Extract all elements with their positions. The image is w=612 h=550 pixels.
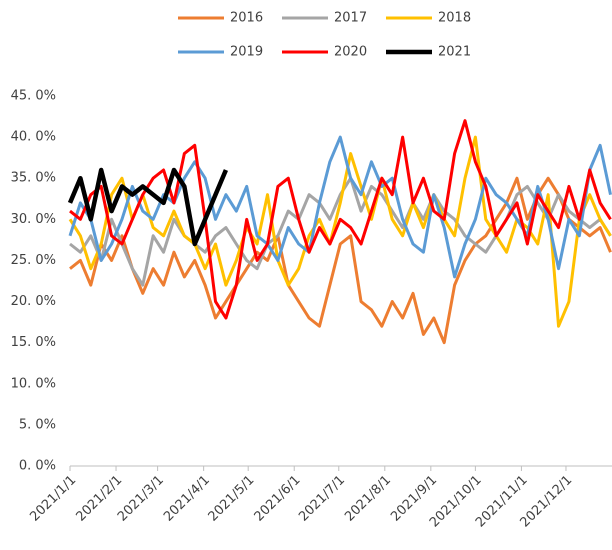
series-line bbox=[69, 176, 612, 287]
series-line bbox=[69, 119, 612, 320]
y-tick-label: 25. 0% bbox=[11, 253, 56, 268]
y-tick-label: 10. 0% bbox=[11, 376, 56, 391]
legend-label: 2019 bbox=[230, 45, 263, 60]
x-tick-label: 2021/5/1 bbox=[206, 473, 258, 525]
legend-label: 2020 bbox=[334, 45, 367, 60]
x-tick-label: 2021/1/1 bbox=[27, 473, 79, 525]
x-tick-label: 2021/6/1 bbox=[252, 473, 304, 525]
y-tick-label: 45. 0% bbox=[11, 89, 56, 104]
y-tick-label: 40. 0% bbox=[11, 130, 56, 145]
y-tick-label: 5. 0% bbox=[19, 417, 56, 432]
legend-label: 2021 bbox=[438, 45, 471, 60]
y-tick-label: 35. 0% bbox=[11, 171, 56, 186]
y-tick-label: 30. 0% bbox=[11, 212, 56, 227]
x-tick-label: 2021/4/1 bbox=[161, 473, 213, 525]
legend-label: 2016 bbox=[230, 11, 263, 26]
y-tick-label: 15. 0% bbox=[11, 335, 56, 350]
x-tick-label: 2021/3/1 bbox=[115, 473, 167, 525]
legend-label: 2017 bbox=[334, 11, 367, 26]
legend-label: 2018 bbox=[438, 11, 471, 26]
y-tick-label: 20. 0% bbox=[11, 294, 56, 309]
series-line bbox=[67, 167, 228, 247]
x-tick-label: 2021/8/1 bbox=[342, 473, 394, 525]
y-tick-label: 0. 0% bbox=[19, 459, 56, 474]
x-tick-label: 2021/7/1 bbox=[296, 473, 348, 525]
